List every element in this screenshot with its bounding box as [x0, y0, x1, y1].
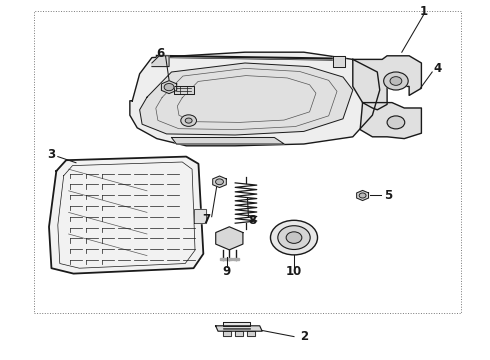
Polygon shape: [360, 103, 421, 139]
Polygon shape: [194, 209, 206, 223]
Polygon shape: [357, 190, 368, 201]
Circle shape: [164, 84, 174, 91]
Circle shape: [286, 232, 302, 243]
Polygon shape: [49, 157, 203, 274]
Polygon shape: [333, 56, 345, 67]
Text: 3: 3: [48, 148, 55, 161]
Circle shape: [390, 77, 402, 85]
Text: 10: 10: [286, 265, 302, 278]
Text: 5: 5: [385, 189, 392, 202]
Polygon shape: [226, 258, 232, 260]
Text: 9: 9: [222, 265, 230, 278]
Polygon shape: [216, 326, 262, 331]
Polygon shape: [130, 52, 380, 146]
Polygon shape: [233, 258, 239, 260]
Text: 6: 6: [157, 47, 165, 60]
Circle shape: [387, 116, 405, 129]
Circle shape: [359, 193, 366, 198]
Circle shape: [278, 226, 310, 249]
Text: 2: 2: [300, 330, 308, 343]
Circle shape: [181, 115, 196, 126]
Text: 1: 1: [420, 5, 428, 18]
Text: 4: 4: [434, 62, 441, 75]
Polygon shape: [152, 56, 169, 67]
Polygon shape: [223, 322, 250, 326]
Polygon shape: [213, 176, 226, 188]
Polygon shape: [140, 63, 353, 135]
Text: 8: 8: [248, 214, 256, 227]
Polygon shape: [216, 227, 243, 250]
Polygon shape: [161, 81, 177, 94]
Polygon shape: [172, 138, 284, 144]
Polygon shape: [247, 331, 255, 336]
Polygon shape: [223, 331, 231, 336]
Polygon shape: [353, 56, 421, 110]
Circle shape: [384, 72, 408, 90]
Text: 7: 7: [203, 213, 211, 226]
Bar: [34, 11, 461, 313]
Circle shape: [270, 220, 318, 255]
Polygon shape: [235, 331, 243, 336]
Circle shape: [216, 179, 223, 185]
Polygon shape: [220, 258, 226, 260]
Polygon shape: [174, 86, 194, 94]
Circle shape: [185, 118, 192, 123]
